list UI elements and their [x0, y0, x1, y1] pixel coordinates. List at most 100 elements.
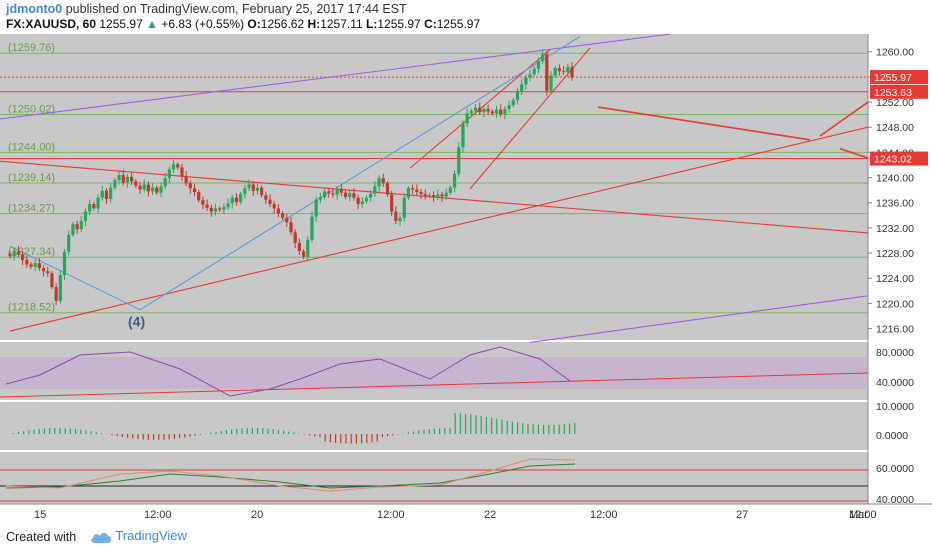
y-tick-label: 1240.00: [876, 173, 914, 185]
oscillator-tick-label: 40.0000: [876, 494, 914, 506]
candle-body: [297, 242, 301, 252]
candle-body: [29, 264, 33, 267]
candle-body: [364, 197, 369, 202]
high-value: 1257.11: [320, 17, 363, 31]
candle-body: [167, 169, 171, 179]
rsi-line: [5, 346, 571, 397]
candle-body: [155, 187, 159, 193]
candle-body: [507, 105, 511, 109]
candle-body: [289, 222, 293, 233]
candle-body: [478, 107, 482, 113]
chart-area[interactable]: 1216.00 1220.00 1224.00 1228.00 1232.00 1236.…: [0, 34, 932, 524]
candle-body: [360, 201, 364, 204]
close-value: 1255.97: [436, 17, 481, 31]
candle-body: [83, 211, 88, 221]
candle-body: [503, 108, 507, 115]
candle-body: [335, 188, 339, 195]
candle-body: [171, 164, 176, 170]
candle-body: [243, 188, 247, 194]
open-value: 1256.62: [260, 17, 305, 31]
candle-body: [310, 216, 314, 240]
candle-body: [113, 180, 117, 188]
candle-body: [406, 188, 411, 198]
candle-body: [251, 184, 255, 191]
candle-body: [104, 190, 109, 199]
candle-body: [570, 66, 574, 78]
candle-body: [402, 197, 406, 218]
footer: Created with TradingView: [0, 524, 932, 550]
candle-body: [234, 197, 239, 203]
di-line: [5, 458, 576, 492]
publish-line: jdmonto0 published on TradingView.com, F…: [6, 2, 407, 16]
candle-body: [218, 208, 222, 210]
candle-body: [524, 77, 528, 85]
histogram-panel-bg: [0, 402, 868, 450]
candle-body: [356, 197, 360, 204]
candle-body: [159, 186, 163, 193]
close-label: C:: [424, 17, 437, 31]
adx-line: [5, 463, 576, 489]
candle-body: [109, 187, 113, 199]
candle-body: [264, 195, 268, 200]
candle-body: [339, 188, 343, 193]
candle-body: [306, 239, 310, 257]
candle-body: [385, 183, 390, 195]
oscillator-tick-label: 60.0000: [876, 463, 914, 475]
tradingview-logo[interactable]: TradingView: [90, 528, 187, 544]
candle-body: [482, 108, 486, 113]
fib-level-label: (1218.52): [8, 302, 55, 314]
candle-body: [92, 203, 96, 209]
candle-body: [381, 178, 385, 184]
candle-body: [54, 287, 58, 301]
candle-body: [12, 251, 16, 257]
candle-body: [213, 208, 218, 212]
y-tick-label: 1224.00: [876, 273, 914, 285]
candle-body: [545, 54, 549, 91]
x-tick-label: 12:00: [377, 509, 405, 521]
candle-body: [436, 194, 440, 198]
fib-level-label: (1250.02): [8, 104, 55, 116]
candle-body: [541, 54, 545, 62]
projection-arrow: [839, 147, 869, 159]
candle-body: [192, 188, 197, 193]
candle-body: [352, 193, 356, 198]
candle-body: [67, 234, 71, 252]
candle-body: [490, 111, 494, 114]
candle-body: [322, 191, 327, 198]
price-panel-bg: [0, 34, 868, 340]
tradingview-brand: TradingView: [115, 528, 187, 543]
x-tick-label: Mar: [849, 509, 868, 521]
candle-body: [230, 197, 234, 204]
ascending-trend-line: [9, 126, 869, 332]
oscillator-panel-bg: [0, 452, 868, 504]
x-tick-label: 27: [736, 509, 748, 521]
y-tick-label: 1236.00: [876, 198, 914, 210]
rsi-tick-label: 80.0000: [876, 347, 914, 359]
symbol-label[interactable]: FX:XAUUSD, 60: [6, 17, 97, 31]
candle-body: [150, 187, 155, 192]
candle-body: [348, 193, 352, 198]
candle-body: [281, 213, 285, 218]
candle-body: [431, 195, 436, 198]
candle-body: [423, 193, 427, 196]
low-value: 1255.97: [377, 17, 421, 31]
price-tag-label: 1253.63: [874, 87, 912, 99]
candle-body: [465, 113, 469, 124]
x-tick-label: 12:00: [144, 509, 172, 521]
candle-body: [197, 192, 201, 201]
candle-body: [293, 232, 297, 243]
y-tick-label: 1228.00: [876, 248, 914, 260]
price-tag-label: 1243.02: [874, 154, 912, 166]
fib-level-label: (1259.76): [8, 42, 55, 54]
ohlc-line: FX:XAUUSD, 60 1255.97 ▲ +6.83 (+0.55%) O…: [6, 17, 480, 31]
candle-body: [331, 193, 335, 195]
change-value: +6.83 (+0.55%): [161, 17, 245, 31]
candle-body: [176, 164, 180, 168]
candle-body: [515, 91, 520, 101]
candle-body: [285, 217, 289, 223]
change-arrow-icon: ▲: [146, 17, 158, 31]
candle-body: [75, 224, 79, 230]
author-link[interactable]: jdmonto0: [6, 2, 63, 16]
candle-body: [260, 187, 264, 196]
publish-info: published on TradingView.com, February 2…: [65, 2, 407, 16]
